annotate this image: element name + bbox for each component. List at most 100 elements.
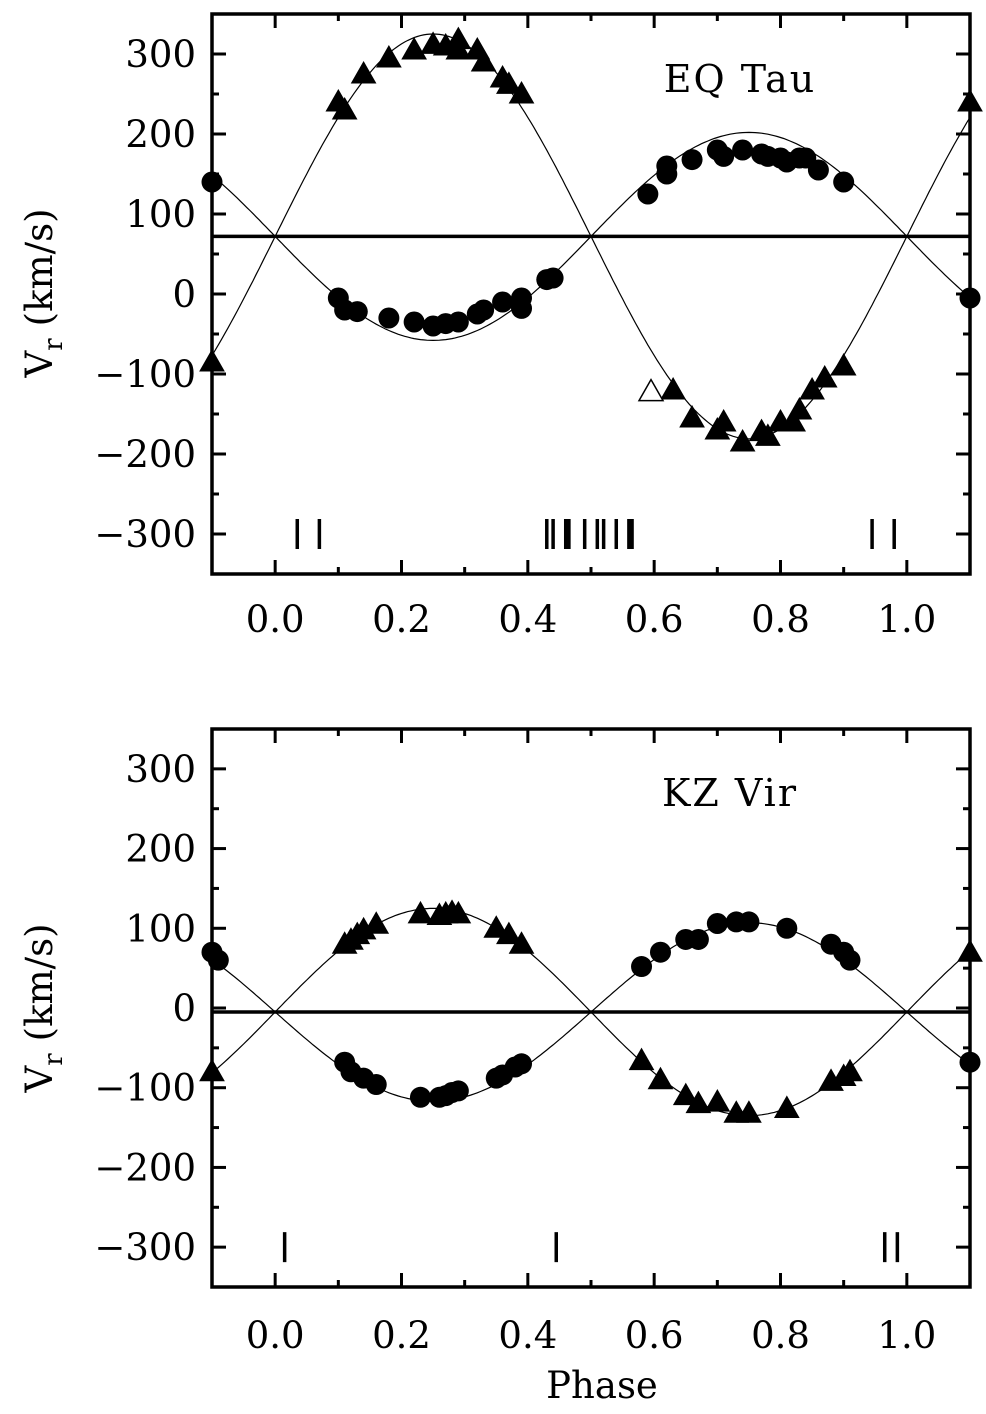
eq-tau-y-tick-label: 0 (172, 273, 196, 316)
eq-tau-primary-point (833, 171, 855, 193)
kz-vir-title: KZ Vir (662, 771, 798, 815)
kz-vir-secondary-point (508, 931, 535, 954)
kz-vir-y-tick-label: 200 (125, 828, 196, 871)
eq-tau-x-tick-label: 0.4 (498, 598, 557, 641)
eq-tau-y-tick-label: 200 (125, 113, 196, 156)
kz-vir-marks (199, 899, 983, 1263)
kz-vir-secondary-point (496, 921, 522, 945)
eq-tau-secondary-point (376, 44, 402, 68)
eq-tau-y-tick-label: 300 (125, 33, 196, 76)
kz-vir-x-tick-label: 0.4 (498, 1314, 557, 1357)
kz-vir-y-tick-label: 100 (125, 907, 196, 950)
eq-tau-secondary-point (830, 352, 857, 376)
eq-tau-secondary-point (331, 96, 358, 120)
kz-vir-y-tick-label: −100 (94, 1067, 196, 1110)
kz-vir-primary-point (706, 913, 728, 935)
kz-vir-x-tick-label: 0.8 (751, 1314, 810, 1357)
kz-vir-y-label-main: V (18, 1065, 61, 1094)
kz-vir-secondary-point (736, 1100, 762, 1123)
kz-vir-primary-point (447, 1080, 469, 1102)
kz-vir-x-tick-label: 0.6 (625, 1314, 684, 1357)
eq-tau-title: EQ Tau (664, 57, 817, 101)
eq-tau-secondary-point (508, 80, 535, 104)
eq-tau-x-tick-label: 0.6 (625, 598, 684, 641)
kz-vir-primary-point (839, 949, 861, 971)
eq-tau-y-axis-label: Vr (km/s) (18, 208, 69, 378)
kz-vir-x-tick-label: 0.0 (246, 1314, 305, 1357)
eq-tau-y-tick-label: −300 (94, 513, 196, 556)
kz-vir-primary-point (409, 1086, 431, 1108)
kz-vir-primary-point (365, 1074, 387, 1096)
eq-tau-secondary-point (780, 408, 806, 432)
kz-vir-plot-frame (210, 727, 972, 1289)
kz-vir-y-axis-label: Vr (km/s) (18, 923, 69, 1093)
kz-vir-y-label-unit: (km/s) (18, 923, 61, 1041)
eq-tau-primary-point (656, 155, 678, 177)
eq-tau-x-tick-label: 0.8 (751, 598, 810, 641)
eq-tau-primary-point (447, 311, 469, 333)
eq-tau-panel: EQ Tau Vr (km/s) 300 200 100 0 −100 −200 −300 0.… (18, 12, 983, 641)
kz-vir-y-tick-label: 0 (172, 987, 196, 1030)
eq-tau-primary-point (732, 139, 754, 161)
kz-vir-secondary-point (685, 1090, 712, 1114)
eq-tau-primary-point (473, 299, 495, 321)
kz-vir-secondary-point (837, 1058, 863, 1082)
eq-tau-blended-point (637, 378, 665, 402)
x-axis-label: Phase (546, 1364, 658, 1407)
eq-tau-secondary-point (729, 428, 756, 452)
kz-vir-y-tick-label: −200 (94, 1146, 196, 1189)
eq-tau-x-tick-label: 1.0 (877, 598, 936, 641)
kz-vir-primary-point (687, 928, 709, 950)
eq-tau-x-tick-label: 0.0 (246, 598, 305, 641)
kz-vir-y-label-sub: r (39, 1053, 69, 1066)
eq-tau-secondary-point (755, 423, 781, 446)
eq-tau-secondary-point (710, 408, 737, 432)
kz-vir-secondary-point (445, 900, 472, 924)
eq-tau-y-label-sub: r (39, 338, 69, 351)
kz-vir-secondary-point (704, 1089, 731, 1112)
kz-vir-secondary-point (773, 1095, 800, 1118)
eq-tau-y-tick-label: 100 (125, 193, 196, 236)
eq-tau-secondary-point (470, 48, 497, 72)
eq-tau-y-tick-label: −200 (94, 433, 196, 476)
eq-tau-y-label-unit: (km/s) (18, 208, 61, 326)
eq-tau-y-tick-label: −100 (94, 353, 196, 396)
eq-tau-primary-point (492, 291, 514, 313)
eq-tau-plot-frame (210, 12, 972, 576)
eq-tau-x-tick-label: 0.2 (372, 598, 431, 641)
kz-vir-secondary-point (647, 1066, 674, 1090)
kz-vir-primary-point (776, 917, 798, 939)
eq-tau-primary-point (681, 149, 703, 171)
kz-vir-x-tick-label: 1.0 (877, 1314, 936, 1357)
kz-vir-primary-point (649, 941, 671, 963)
eq-tau-secondary-point (679, 404, 705, 428)
kz-vir-panel: KZ Vir Vr (km/s) Phase 300 200 100 0 −100 −200… (18, 727, 983, 1407)
kz-vir-y-tick-label: −300 (94, 1226, 196, 1269)
eq-tau-y-label-main: V (18, 350, 61, 379)
kz-vir-y-tick-label: 300 (125, 748, 196, 791)
eq-tau-secondary-point (786, 396, 813, 420)
eq-tau-secondary-point (445, 36, 472, 60)
eq-tau-secondary-point (350, 60, 377, 84)
eq-tau-primary-point (807, 159, 829, 181)
eq-tau-primary-point (542, 267, 564, 289)
eq-tau-secondary-point (799, 376, 825, 400)
kz-vir-secondary-point (628, 1047, 655, 1071)
eq-tau-marks (199, 26, 983, 549)
eq-tau-secondary-point (401, 36, 427, 60)
eq-tau-secondary-point (660, 376, 686, 400)
eq-tau-primary-point (403, 311, 425, 333)
eq-tau-secondary-point (811, 364, 838, 388)
eq-tau-secondary-point (496, 71, 522, 94)
kz-vir-secondary-point (483, 915, 510, 938)
kz-vir-primary-point (631, 956, 653, 978)
kz-vir-secondary-point (672, 1082, 699, 1106)
eq-tau-primary-point (346, 301, 368, 323)
eq-tau-primary-point (713, 145, 735, 167)
eq-tau-primary-point (637, 183, 659, 205)
kz-vir-x-tick-label: 0.2 (372, 1314, 431, 1357)
kz-vir-primary-point (738, 911, 760, 933)
eq-tau-primary-point (511, 297, 533, 319)
kz-vir-secondary-point (407, 900, 434, 924)
